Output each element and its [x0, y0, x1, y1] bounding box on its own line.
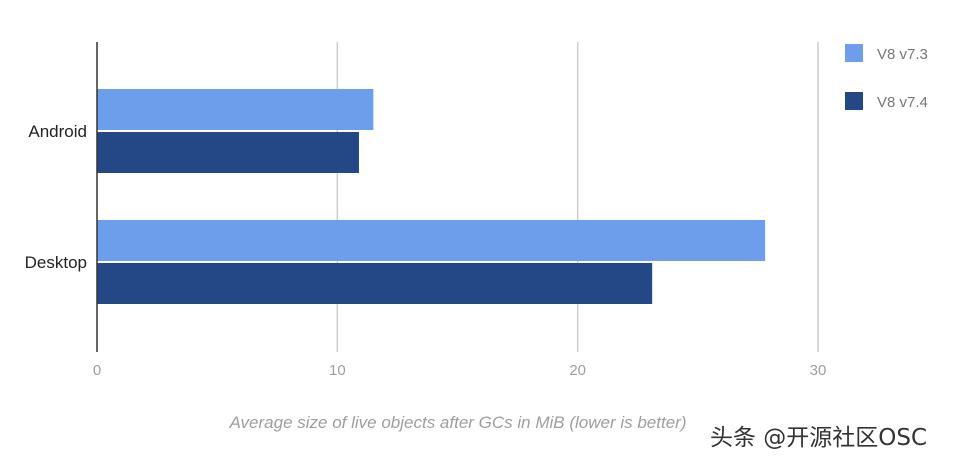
bars — [97, 89, 766, 304]
bar-android-v8-v7-4 — [97, 132, 359, 173]
bar-desktop-v8-v7-4 — [97, 263, 653, 304]
gridlines — [336, 42, 819, 352]
x-axis-title: Average size of live objects after GCs i… — [229, 413, 687, 432]
x-tick-label-0: 0 — [93, 362, 101, 379]
watermark: 头条 @开源社区OSC — [710, 425, 928, 451]
x-tick-label-10: 10 — [329, 362, 346, 379]
category-labels: Android Desktop — [25, 122, 87, 272]
bar-desktop-v8-v7-3 — [97, 220, 766, 261]
category-label-android: Android — [28, 122, 87, 141]
bar-android-v8-v7-3 — [97, 89, 374, 130]
x-tick-label-20: 20 — [569, 362, 586, 379]
x-tick-labels: 0 10 20 30 — [93, 362, 827, 379]
legend-label-0: V8 v7.3 — [877, 46, 928, 63]
legend-swatch-0 — [845, 44, 863, 62]
legend: V8 v7.3 V8 v7.4 — [845, 44, 928, 111]
category-label-desktop: Desktop — [25, 253, 87, 272]
legend-label-1: V8 v7.4 — [877, 94, 928, 111]
legend-swatch-1 — [845, 92, 863, 110]
x-tick-label-30: 30 — [810, 362, 827, 379]
